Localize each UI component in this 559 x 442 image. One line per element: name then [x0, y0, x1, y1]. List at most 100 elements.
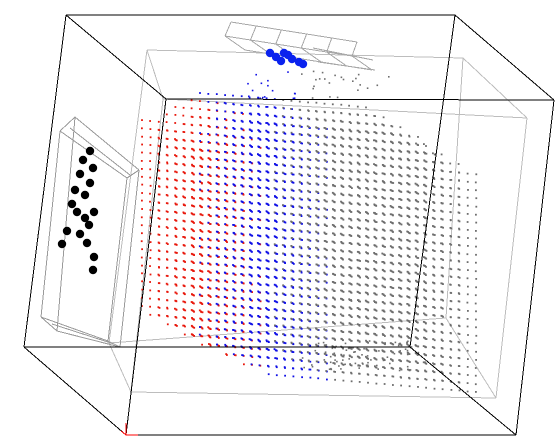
gray-points	[466, 293, 469, 296]
gray-points	[414, 231, 417, 234]
blue-points	[257, 226, 260, 228]
gray-points	[414, 207, 417, 210]
gray-points	[298, 172, 301, 175]
gray-points	[307, 246, 309, 248]
gray-points	[423, 312, 425, 315]
gray-points	[432, 281, 434, 284]
gray-points	[340, 233, 343, 236]
blue-points	[265, 186, 268, 189]
gray-points	[348, 185, 351, 187]
gray-points	[416, 143, 419, 146]
gray-points	[325, 200, 327, 203]
red-points	[192, 246, 195, 249]
gray-points	[315, 246, 317, 249]
gray-points	[382, 261, 385, 263]
gray-points	[466, 349, 469, 352]
gray-points	[306, 335, 309, 337]
blue-points	[284, 374, 286, 377]
gray-points	[414, 150, 417, 153]
gray-points	[375, 221, 378, 223]
gray-points	[340, 136, 343, 139]
gray-points	[324, 151, 327, 154]
red-points	[201, 335, 204, 338]
gray-points	[282, 195, 285, 198]
gray-points	[416, 329, 419, 332]
gray-points	[273, 243, 276, 246]
gray-points	[298, 261, 301, 264]
gray-points	[475, 318, 477, 321]
gray-points	[290, 333, 293, 336]
blue-points	[263, 96, 266, 98]
red-points	[242, 177, 245, 180]
red-points	[192, 213, 195, 216]
blue-points	[215, 246, 218, 249]
gray-points	[324, 329, 327, 331]
gray-points	[365, 347, 368, 350]
gray-points	[282, 220, 284, 223]
gray-points	[306, 149, 309, 152]
gray-points	[316, 336, 319, 339]
blue-points	[265, 178, 268, 181]
gray-points	[339, 119, 342, 122]
red-points	[182, 195, 185, 198]
red-points	[182, 179, 185, 182]
gray-points	[433, 354, 435, 357]
gray-points	[307, 222, 310, 225]
gray-points	[381, 220, 384, 223]
outer-box-edge	[125, 98, 167, 436]
red-points	[174, 146, 177, 149]
gray-points	[433, 346, 435, 349]
blue-points	[223, 287, 226, 290]
gray-points	[364, 146, 367, 149]
red-points	[209, 175, 212, 177]
gray-points	[274, 340, 276, 342]
gray-points	[400, 175, 403, 178]
gray-points	[351, 356, 353, 359]
blue-points	[257, 145, 260, 148]
gray-points	[315, 166, 317, 169]
blue-points	[257, 96, 259, 99]
gray-points	[307, 335, 310, 338]
gray-points	[332, 151, 334, 154]
blue-points	[268, 309, 270, 311]
gray-points	[306, 254, 309, 257]
gray-points	[381, 180, 384, 182]
gray-points	[325, 321, 327, 324]
blue-points	[293, 97, 296, 99]
gray-points	[449, 243, 451, 245]
red-points	[174, 251, 177, 254]
gray-points	[406, 166, 409, 169]
gray-points	[315, 174, 317, 177]
gray-points	[290, 309, 293, 312]
blue-points	[275, 244, 278, 247]
gray-points	[375, 124, 377, 127]
gray-points	[358, 252, 361, 255]
blue-points	[257, 120, 259, 123]
gray-points	[315, 78, 317, 81]
gray-points	[323, 271, 326, 274]
gray-points	[340, 128, 342, 131]
blue-points	[267, 348, 269, 351]
blue-points	[198, 172, 201, 175]
red-points	[199, 116, 201, 118]
gray-points	[326, 144, 328, 147]
gray-points	[366, 147, 369, 150]
blue-points	[250, 363, 253, 366]
gray-points	[307, 327, 310, 330]
red-points	[174, 259, 177, 262]
gray-points	[388, 76, 390, 78]
gray-points	[375, 301, 377, 304]
gray-points	[458, 268, 461, 271]
blue-points	[250, 129, 253, 132]
blue-points	[309, 159, 312, 161]
gray-points	[467, 310, 469, 312]
gray-points	[349, 218, 352, 220]
blue-points	[207, 133, 209, 135]
gray-points	[364, 308, 367, 310]
blue-points	[240, 313, 243, 316]
gray-points	[414, 263, 417, 266]
red-points	[149, 232, 152, 235]
blue-points	[248, 112, 251, 115]
